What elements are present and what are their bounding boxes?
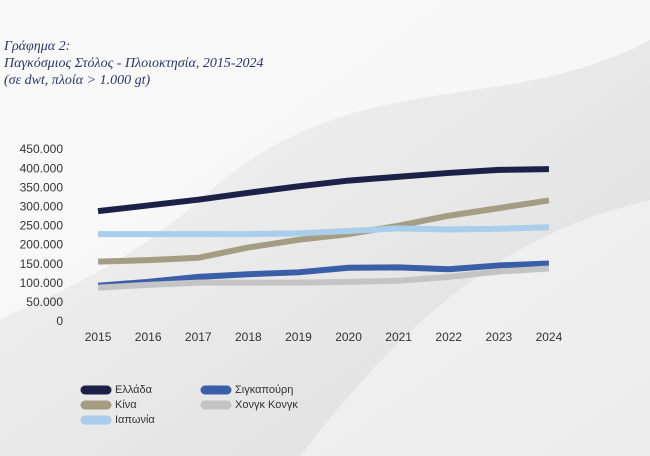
background-swoosh (300, 200, 650, 456)
y-tick-label: 450.000 (20, 142, 64, 156)
x-tick-label: 2021 (385, 330, 412, 344)
chart-title: Παγκόσμιος Στόλος - Πλοιοκτησία, 2015-20… (3, 56, 264, 71)
y-tick-label: 300.000 (20, 200, 64, 214)
legend-label: Ιαπωνία (115, 414, 155, 426)
x-tick-label: 2018 (235, 330, 262, 344)
x-tick-label: 2020 (335, 330, 362, 344)
y-tick-label: 50.000 (26, 295, 63, 309)
y-tick-label: 250.000 (20, 219, 64, 233)
series-line (97, 260, 550, 289)
chart-title: Γράφημα 2: (3, 39, 70, 54)
legend-label: Χονγκ Κονγκ (235, 399, 298, 411)
series-line (97, 166, 549, 215)
y-tick-label: 0 (56, 314, 63, 328)
legend-label: Κίνα (115, 399, 137, 411)
y-tick-label: 200.000 (20, 238, 64, 252)
y-tick-label: 400.000 (20, 161, 64, 175)
series-line (97, 197, 550, 265)
chart-title: (σε dwt, πλοία > 1.000 gt) (4, 73, 150, 88)
series-line (98, 224, 550, 238)
x-tick-label: 2022 (435, 330, 462, 344)
legend-label: Σιγκαπούρη (235, 384, 293, 396)
legend-label: Ελλάδα (115, 384, 153, 396)
x-tick-label: 2019 (285, 330, 312, 344)
x-tick-label: 2015 (85, 330, 112, 344)
background-swoosh (0, 0, 650, 320)
y-tick-label: 150.000 (20, 257, 64, 271)
y-tick-label: 350.000 (20, 180, 64, 194)
x-tick-label: 2024 (536, 330, 563, 344)
x-tick-label: 2016 (135, 330, 162, 344)
series-line (97, 265, 550, 291)
y-tick-label: 100.000 (20, 276, 64, 290)
x-tick-label: 2017 (185, 330, 212, 344)
x-tick-label: 2023 (485, 330, 512, 344)
